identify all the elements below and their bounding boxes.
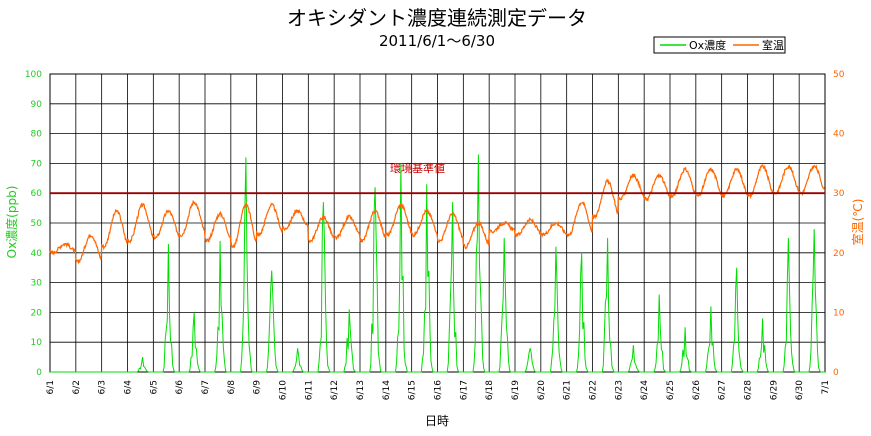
ox-line: [50, 154, 825, 373]
chart-subtitle: 2011/6/1～6/30: [379, 32, 495, 50]
x-tick-label: 6/14: [382, 380, 392, 400]
y-left-tick-label: 10: [31, 338, 43, 348]
x-tick-label: 6/19: [511, 380, 521, 400]
y-left-tick-label: 50: [31, 219, 43, 229]
y-left-tick-label: 60: [31, 189, 43, 199]
y-axis-right-label: 室温(℃): [850, 199, 865, 246]
y-right-tick-label: 10: [833, 308, 845, 318]
legend-label-ox: Ox濃度: [689, 38, 726, 52]
x-tick-label: 6/1: [46, 380, 56, 394]
legend-label-temp: 室温: [762, 38, 784, 52]
x-tick-label: 6/28: [744, 380, 754, 400]
x-tick-label: 6/10: [279, 380, 289, 400]
x-tick-label: 6/2: [72, 380, 82, 394]
x-tick-label: 6/5: [149, 380, 159, 394]
temp-line: [49, 164, 826, 265]
x-tick-label: 6/16: [434, 380, 444, 400]
y-left-tick-label: 0: [36, 368, 42, 378]
x-axis-label: 日時: [425, 414, 449, 428]
x-tick-label: 6/6: [175, 380, 185, 395]
x-tick-label: 6/25: [666, 380, 676, 400]
legend-box: [653, 36, 786, 54]
y-left-tick-label: 70: [31, 159, 43, 169]
standard-label: 環境基準値: [390, 161, 445, 175]
x-tick-label: 7/1: [821, 380, 831, 394]
x-tick-label: 6/30: [795, 380, 805, 400]
x-tick-label: 6/8: [227, 380, 237, 395]
x-tick-label: 6/15: [408, 380, 418, 400]
x-tick-label: 6/29: [769, 380, 779, 400]
chart-title: オキシダント濃度連続測定データ: [287, 6, 587, 30]
y-right-tick-label: 50: [833, 70, 845, 80]
x-tick-label: 6/24: [640, 380, 650, 400]
y-right-tick-label: 20: [833, 249, 845, 259]
x-tick-label: 6/9: [253, 380, 263, 395]
y-right-tick-label: 40: [833, 130, 845, 140]
x-tick-label: 6/12: [330, 380, 340, 400]
y-left-tick-label: 80: [31, 130, 43, 140]
legend: Ox濃度 室温: [653, 36, 786, 54]
x-tick-label: 6/4: [124, 380, 134, 395]
y-left-tick-label: 90: [31, 100, 43, 110]
x-tick-label: 6/22: [589, 380, 599, 400]
y-left-tick-label: 100: [25, 70, 42, 80]
y-left-tick-label: 20: [31, 308, 43, 318]
x-tick-label: 6/11: [304, 380, 314, 400]
x-tick-label: 6/18: [485, 380, 495, 400]
y-axis-left-label: Ox濃度(ppb): [4, 186, 19, 259]
series-temp: [49, 164, 826, 265]
y-left-tick-label: 40: [31, 249, 43, 259]
y-right-tick-label: 30: [833, 189, 845, 199]
x-tick-label: 6/17: [459, 380, 469, 400]
reference-line: 環境基準値: [50, 161, 825, 195]
x-tick-label: 6/7: [201, 380, 211, 394]
x-tick-label: 6/23: [614, 380, 624, 400]
x-tick-label: 6/3: [98, 380, 108, 394]
y-left-tick-label: 30: [31, 279, 43, 289]
x-tick-label: 6/26: [692, 380, 702, 400]
series-ox: [50, 154, 825, 373]
x-tick-label: 6/27: [718, 380, 728, 400]
x-tick-label: 6/21: [563, 380, 573, 400]
y-right-tick-label: 0: [833, 368, 839, 378]
x-tick-label: 6/20: [537, 380, 547, 400]
x-tick-label: 6/13: [356, 380, 366, 400]
